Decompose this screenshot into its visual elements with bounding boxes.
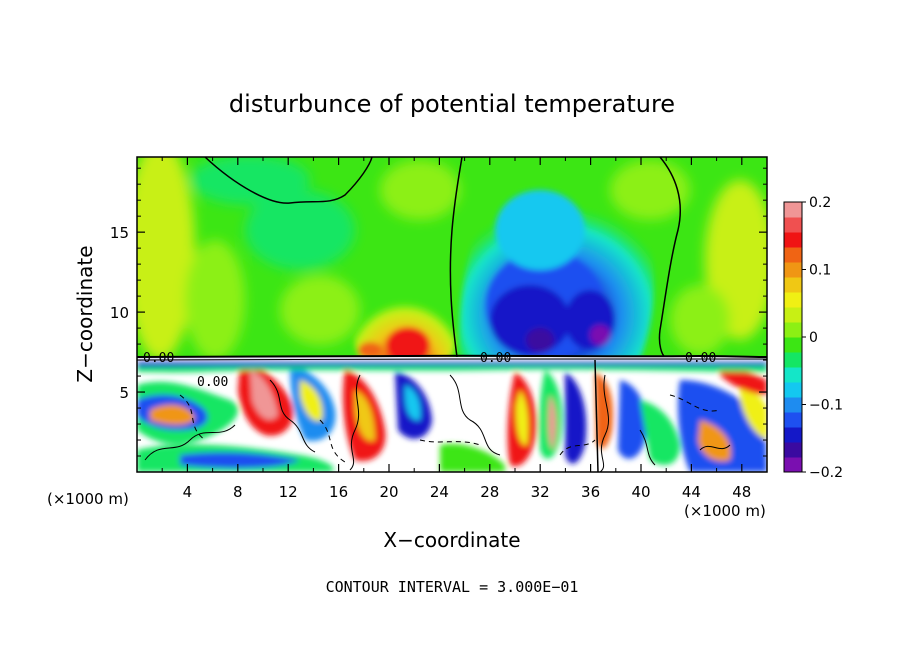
colorbar-swatch [784,247,802,263]
plot-frame [136,156,768,473]
y-tick-label: 5 [119,384,129,402]
x-tick-label: 32 [531,483,550,501]
y-axis: 5 10 15 [110,167,767,457]
contour-labels: 0.00 0.00 0.00 0.00 [143,351,716,390]
colorbar-tick-label: 0.2 [809,195,831,211]
x-tick-label: 36 [581,483,600,501]
colorbar-swatch [784,292,802,308]
colorbar-swatch [784,202,802,218]
colorbar-swatch [784,337,802,353]
colorbar-swatch [784,307,802,323]
colorbar-swatch [784,367,802,383]
colorbar-tick-label: −0.1 [809,398,843,414]
colorbar-tick-label: 0 [809,330,818,346]
colorbar-tick-label: 0.1 [809,263,831,279]
colorbar-swatch [784,397,802,413]
colorbar-swatch [784,352,802,368]
x-tick-label: 4 [183,483,193,501]
plot-area [137,157,767,472]
colorbar-swatch [784,217,802,233]
x-tick-label: 40 [631,483,650,501]
x-tick-label: 20 [379,483,398,501]
x-tick-label: 44 [682,483,701,501]
colorbar: 0.2 0.1 0 −0.1 −0.2 [783,195,843,481]
colorbar-swatch [784,442,802,458]
y-axis-title: Z−coordinate [73,245,97,382]
x-tick-label: 28 [480,483,499,501]
x-unit-label: (×1000 m) [47,490,129,508]
x-tick-label: 16 [329,483,348,501]
contour-label: 0.00 [685,351,716,366]
colorbar-swatch [784,427,802,443]
x-axis: 4 8 12 16 20 24 28 32 36 40 44 48 [161,157,751,501]
colorbar-swatch [784,262,802,278]
x-tick-label: 48 [732,483,751,501]
y-tick-label: 10 [110,304,129,322]
contour-label: 0.00 [480,351,511,366]
x-tick-label: 12 [279,483,298,501]
x-unit-label-right: (×1000 m) [684,502,766,520]
colorbar-tick-label: −0.2 [809,465,843,481]
contour-label: 0.00 [197,375,228,390]
x-tick-label: 24 [430,483,449,501]
colorbar-swatch [784,232,802,248]
contour-label: 0.00 [143,351,174,366]
y-tick-label: 15 [110,224,129,242]
colorbar-swatch [784,412,802,428]
x-axis-title: X−coordinate [383,528,520,552]
contour-interval-note: CONTOUR INTERVAL = 3.000E−01 [326,578,579,596]
x-tick-label: 8 [233,483,243,501]
upper-layer-field [137,157,767,357]
colorbar-swatch [784,457,802,473]
colorbar-swatch [784,277,802,293]
chart-title: disturbunce of potential temperature [229,90,675,118]
colorbar-swatch [784,382,802,398]
lower-layer-field [137,357,767,472]
colorbar-swatch [784,322,802,338]
